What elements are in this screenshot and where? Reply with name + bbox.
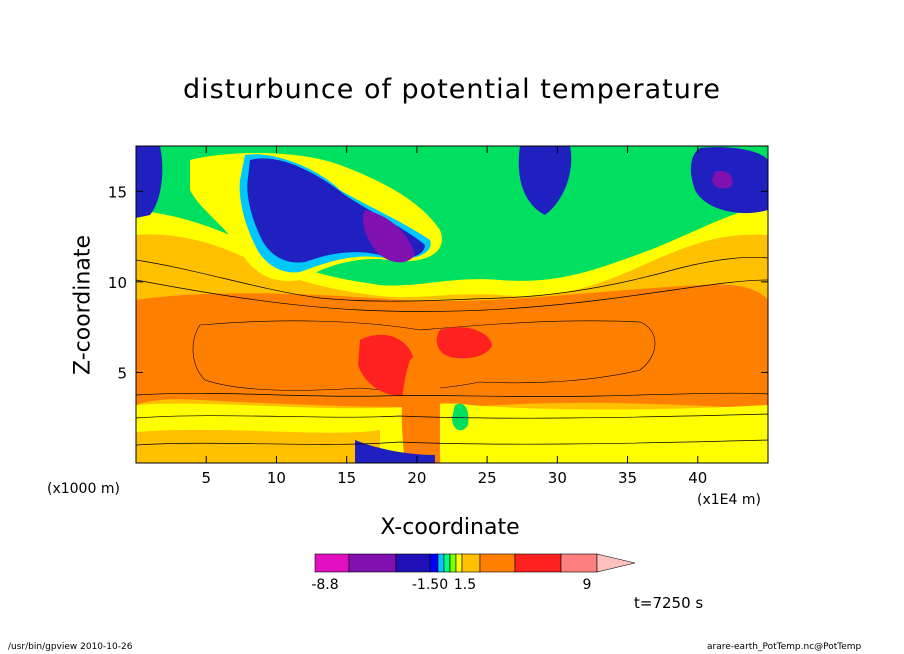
colorbar-segment	[455, 553, 463, 573]
field-right-blue	[518, 146, 572, 215]
colorbar-arrow	[596, 553, 636, 573]
y-tick-label: 5	[117, 364, 127, 382]
x-tick-label: 5	[201, 469, 211, 487]
colorbar-label: -8.8	[311, 577, 338, 593]
colorbar-segment	[348, 553, 397, 573]
x-tick-label: 30	[548, 469, 567, 487]
x-unit-right: (x1E4 m)	[697, 492, 761, 508]
field-column	[401, 354, 440, 463]
x-ticks: 5 10 15 20 25 30 35 40	[201, 146, 707, 487]
field-blob-purple	[363, 210, 415, 263]
colorbar-segment	[437, 553, 445, 573]
y-tick-label: 10	[108, 274, 127, 292]
x-tick-label: 40	[688, 469, 707, 487]
x-tick-label: 10	[267, 469, 286, 487]
contour-field	[136, 146, 768, 463]
field-red-left	[358, 334, 417, 396]
y-ticks: 5 10 15	[108, 183, 768, 382]
colorbar-label: 1.5	[454, 577, 476, 593]
plot-frame	[135, 145, 769, 464]
x-tick-label: 25	[478, 469, 497, 487]
x-tick-label: 20	[407, 469, 426, 487]
colorbar-segment	[395, 553, 431, 573]
colorbar-segment	[479, 553, 516, 573]
field-lower-orange	[136, 429, 380, 463]
x-unit-left: (x1000 m)	[47, 481, 120, 497]
time-label: t=7250 s	[634, 594, 704, 612]
chart-title: disturbunce of potential temperature	[183, 74, 721, 105]
field-bottom-green	[452, 403, 469, 431]
x-tick-label: 15	[337, 469, 356, 487]
colorbar-segment	[443, 553, 451, 573]
field-bottom-blue	[355, 440, 435, 463]
x-tick-label: 35	[618, 469, 637, 487]
colorbar-segment	[449, 553, 457, 573]
footer-right: arare-earth_PotTemp.nc@PotTemp	[707, 642, 862, 652]
field-red-right	[436, 327, 492, 359]
y-tick-label: 15	[108, 183, 127, 201]
footer-left: /usr/bin/gpview 2010-10-26	[8, 642, 133, 652]
colorbar-segment	[461, 553, 481, 573]
colorbar-segment	[514, 553, 562, 573]
colorbar-segment	[429, 553, 439, 573]
colorbar: -8.8 -1.50 1.5 9	[311, 553, 636, 593]
colorbar-segment	[314, 553, 350, 573]
field-left-blue	[136, 146, 163, 218]
x-axis-label: X-coordinate	[380, 515, 520, 540]
colorbar-label: -1.50	[412, 577, 448, 593]
colorbar-segment	[560, 553, 598, 573]
field-corner-purple	[712, 170, 733, 189]
contour-lines	[136, 256, 768, 446]
colorbar-label: 9	[583, 577, 592, 593]
